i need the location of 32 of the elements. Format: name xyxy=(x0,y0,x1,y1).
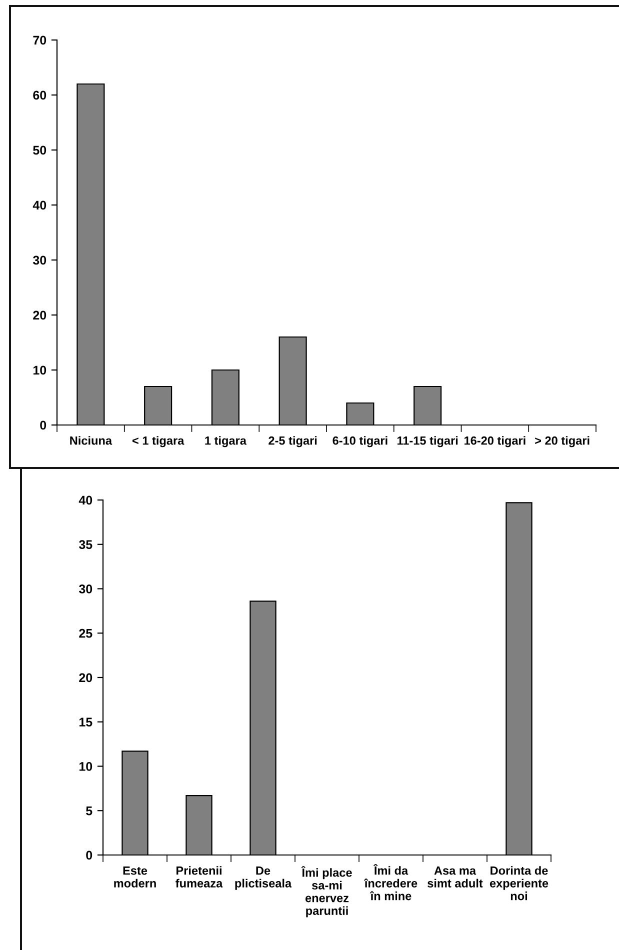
y-tick-label: 20 xyxy=(33,310,46,320)
y-tick-label: 60 xyxy=(33,90,46,100)
x-tick-label: < 1 tigara xyxy=(132,436,184,448)
x-tick-label: 1 tigara xyxy=(205,436,247,448)
x-tick-label: Prietenii fumeaza xyxy=(176,866,223,888)
y-tick-label: 50 xyxy=(33,146,46,155)
y-tick-label: 30 xyxy=(32,256,46,265)
x-tick-label: > 20 tigari xyxy=(535,436,590,448)
x-tick-label: Este modern xyxy=(114,866,156,888)
y-tick-label: 20 xyxy=(79,673,92,682)
y-tick-label: 10 xyxy=(33,366,46,375)
x-tick-label: De plictiseala xyxy=(235,866,292,890)
y-tick-label: 5 xyxy=(86,806,92,816)
x-tick-label: 11-15 tigari xyxy=(397,436,458,448)
x-tick-label: Dorinta de experiente noi xyxy=(490,866,548,900)
y-tick-label: 30 xyxy=(78,584,92,594)
y-tick-label: 10 xyxy=(79,762,92,771)
x-tick-label: Niciuna xyxy=(70,436,112,445)
y-tick-label: 70 xyxy=(33,36,46,45)
x-tick-label: 6-10 tigari xyxy=(332,436,388,448)
y-tick-label: 0 xyxy=(40,420,46,430)
x-tick-label: 16-20 tigari xyxy=(464,436,526,448)
y-tick-label: 25 xyxy=(79,628,92,638)
x-tick-label: Îmi da încredere în mine xyxy=(364,864,418,900)
y-tick-label: 40 xyxy=(32,200,46,210)
x-tick-label: 2-5 tigari xyxy=(268,436,317,448)
x-tick-label: Îmi place sa-mi enervez paruntii xyxy=(301,866,352,918)
y-tick-label: 15 xyxy=(79,718,92,727)
y-tick-label: 0 xyxy=(86,850,92,860)
x-tick-label: Asa ma simt adult xyxy=(428,866,483,888)
y-tick-label: 35 xyxy=(78,540,92,550)
y-tick-label: 40 xyxy=(78,496,92,505)
